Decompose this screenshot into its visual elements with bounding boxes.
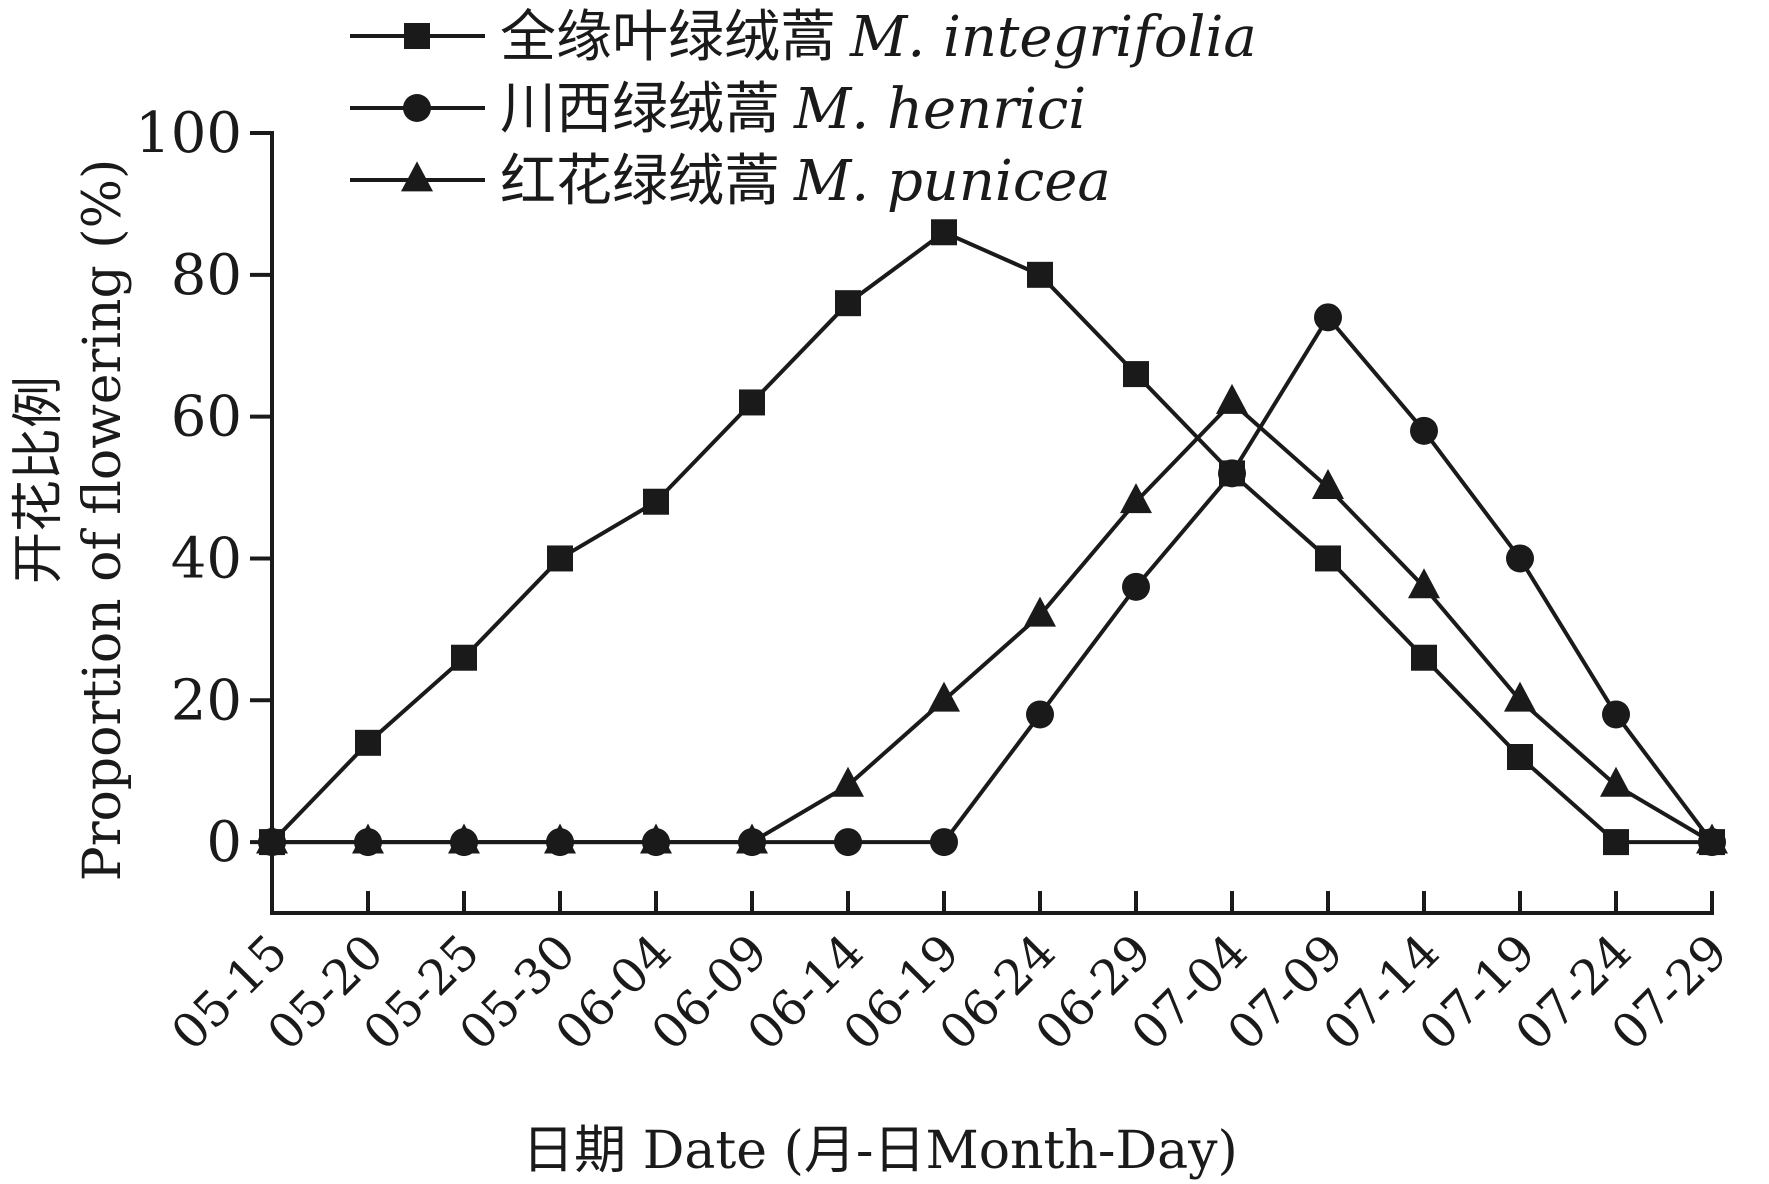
legend-label-cn: 全缘叶绿绒蒿 (500, 5, 836, 70)
data-point-circle (1026, 700, 1054, 729)
data-point-square (1315, 545, 1341, 572)
x-axis-ticks: 05-1505-2005-2505-3006-0406-0906-1406-19… (161, 891, 1738, 1061)
legend-label-cn: 川西绿绒蒿 (500, 77, 780, 142)
y-axis-ticks: 0 20 40 60 80 100 (135, 101, 272, 875)
legend-marker-square (404, 23, 430, 49)
data-point-square (1027, 261, 1053, 288)
data-point-square (931, 219, 957, 246)
data-point-triangle (448, 823, 480, 854)
data-point-triangle (640, 823, 672, 854)
legend-label-cn: 红花绿绒蒿 (500, 149, 780, 214)
data-point-square (1603, 829, 1629, 856)
legend-marker-circle (403, 94, 431, 122)
y-axis-title-cn: 开花比例 (9, 376, 69, 584)
y-tick-label: 60 (171, 385, 242, 450)
data-point-circle (1602, 700, 1630, 729)
y-tick-label: 100 (135, 101, 242, 166)
data-point-triangle (256, 823, 288, 854)
data-point-triangle (1216, 383, 1248, 414)
data-point-square (1123, 361, 1149, 388)
series-line (272, 399, 1714, 845)
data-point-triangle (1504, 681, 1536, 712)
y-tick-label: 80 (171, 243, 242, 308)
data-point-square (835, 290, 861, 317)
data-point-circle (1506, 544, 1534, 573)
legend-label-latin: M. punicea (793, 149, 1111, 214)
axis-titles: 日期 Date (月-日Month-Day) 开花比例 Proportion o… (9, 159, 1238, 1181)
data-point-square (1507, 744, 1533, 770)
data-point-square (451, 644, 477, 671)
series-triangle (256, 383, 1728, 854)
data-point-square (739, 389, 765, 416)
y-axis-title-en: Proportion of flowering (%) (73, 159, 133, 882)
data-point-triangle (352, 823, 384, 854)
y-tick-label: 40 (171, 526, 242, 591)
series-line (272, 313, 1714, 845)
data-point-triangle (1408, 568, 1440, 599)
y-tick-label: 20 (171, 668, 242, 733)
x-axis-title: 日期 Date (月-日Month-Day) (522, 1121, 1238, 1181)
data-point-triangle (1024, 596, 1056, 627)
series-group (256, 219, 1728, 857)
data-point-circle (1218, 459, 1246, 488)
legend-marker-triangle (401, 161, 433, 192)
axes (270, 131, 1714, 915)
data-point-square (355, 729, 381, 756)
data-point-triangle (1696, 823, 1728, 854)
data-point-triangle (1312, 468, 1344, 499)
data-point-triangle (928, 681, 960, 712)
legend-item: 全缘叶绿绒蒿 M. integrifolia (350, 5, 1257, 70)
legend-label: 全缘叶绿绒蒿 M. integrifolia (500, 5, 1257, 70)
series-circle (258, 303, 1726, 857)
legend-label-latin: M. henrici (793, 77, 1086, 142)
data-point-square (1411, 644, 1437, 671)
legend-label: 红花绿绒蒿 M. punicea (500, 149, 1111, 214)
data-point-square (547, 545, 573, 572)
data-point-triangle (832, 766, 864, 797)
data-point-triangle (1600, 766, 1632, 797)
legend-label-latin: M. integrifolia (849, 5, 1257, 70)
data-point-circle (1314, 303, 1342, 332)
data-point-triangle (1120, 483, 1152, 514)
y-tick-label: 0 (206, 810, 242, 875)
data-point-circle (1410, 416, 1438, 445)
data-point-triangle (544, 823, 576, 854)
data-point-circle (834, 828, 862, 857)
legend-item: 川西绿绒蒿 M. henrici (350, 77, 1086, 142)
data-point-circle (930, 828, 958, 857)
data-point-circle (1122, 572, 1150, 601)
legend-label: 川西绿绒蒿 M. henrici (500, 77, 1086, 142)
series-line (270, 229, 1712, 845)
legend-item: 红花绿绒蒿 M. punicea (350, 149, 1111, 214)
data-point-square (643, 488, 669, 515)
data-point-triangle (736, 823, 768, 854)
